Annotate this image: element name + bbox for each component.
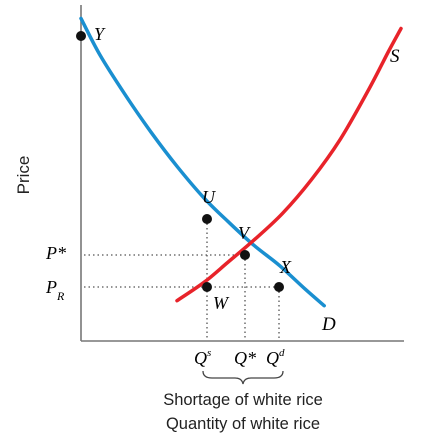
q-star-label: Q*	[234, 348, 256, 368]
point-v	[240, 250, 250, 260]
point-label-v: V	[238, 223, 251, 243]
point-w	[202, 282, 212, 292]
point-x	[274, 282, 284, 292]
p-r-label: PR	[45, 277, 65, 303]
points	[76, 31, 284, 292]
p-r-main: P	[45, 277, 57, 297]
y-axis-title: Price	[14, 156, 33, 195]
demand-label: D	[321, 314, 336, 335]
x-axis-title: Quantity of white rice	[166, 415, 320, 433]
q-d-sup: d	[279, 347, 285, 359]
supply-label: S	[390, 46, 400, 67]
point-label-y: Y	[94, 24, 106, 44]
supply-curve	[175, 26, 403, 303]
point-u	[202, 214, 212, 224]
q-d-label: Qd	[266, 347, 285, 368]
q-s-label: Qs	[194, 347, 211, 368]
guide-lines	[84, 219, 280, 340]
point-label-x: X	[279, 257, 292, 277]
point-label-u: U	[202, 187, 216, 207]
p-star-label: P*	[45, 243, 66, 263]
shortage-label: Shortage of white rice	[163, 391, 323, 409]
point-label-w: W	[213, 293, 230, 313]
q-s-sup: s	[207, 347, 211, 359]
point-y	[76, 31, 86, 41]
shortage-brace	[202, 370, 284, 385]
q-d-main: Q	[266, 348, 279, 368]
demand-curve	[79, 16, 326, 308]
p-r-sub: R	[56, 289, 65, 303]
q-s-main: Q	[194, 348, 207, 368]
